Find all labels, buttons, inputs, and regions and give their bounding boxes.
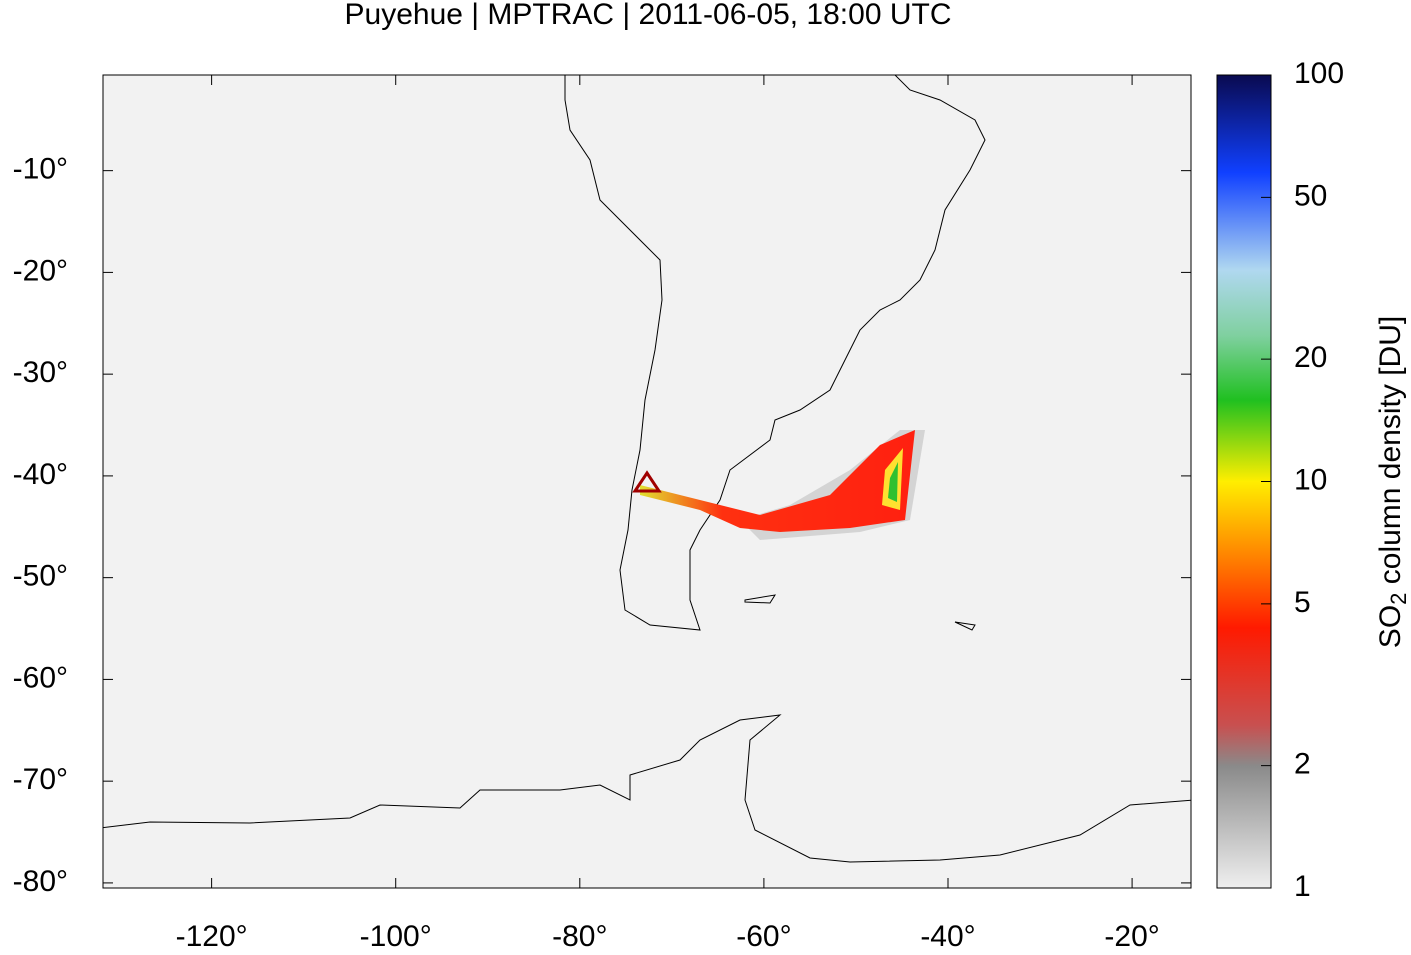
colorbar-tick-label: 10 [1294, 463, 1327, 496]
x-tick-label: -40° [920, 920, 975, 950]
colorbar-tick-label: 2 [1294, 748, 1311, 781]
colorbar-tick-label: 50 [1294, 179, 1327, 212]
coastline [103, 714, 1191, 863]
x-tick-label: -60° [736, 920, 791, 950]
y-tick-label: -30° [13, 356, 68, 389]
coastline [744, 594, 976, 631]
y-tick-label: -20° [13, 254, 68, 287]
colorbar-tick-label: 5 [1294, 586, 1311, 619]
x-tick-label: -20° [1104, 920, 1159, 950]
y-tick-label: -10° [13, 153, 68, 186]
colorbar-tick-label: 20 [1294, 341, 1327, 374]
y-tick-label: -70° [13, 763, 68, 796]
map-layer [103, 75, 1191, 863]
colorbar-label: SO2 column density [DU] [1374, 316, 1411, 648]
coastline [564, 75, 986, 631]
colorbar-tick-label: 1 [1294, 870, 1311, 903]
map-area [103, 75, 1191, 888]
x-tick-label: -120° [176, 920, 248, 950]
x-tick-label: -100° [360, 920, 432, 950]
plot-frame [102, 74, 1192, 889]
colorbar-tick-label: 100 [1294, 57, 1344, 90]
chart-title: Puyehue | MPTRAC | 2011-06-05, 18:00 UTC [345, 0, 952, 31]
volcano-marker [632, 470, 662, 493]
plume-core [888, 462, 898, 502]
y-tick-label: -40° [13, 458, 68, 491]
plume [640, 430, 915, 532]
y-tick-label: -60° [13, 661, 68, 694]
y-tick-label: -80° [13, 865, 68, 898]
y-tick-label: -50° [13, 560, 68, 593]
x-tick-label: -80° [552, 920, 607, 950]
